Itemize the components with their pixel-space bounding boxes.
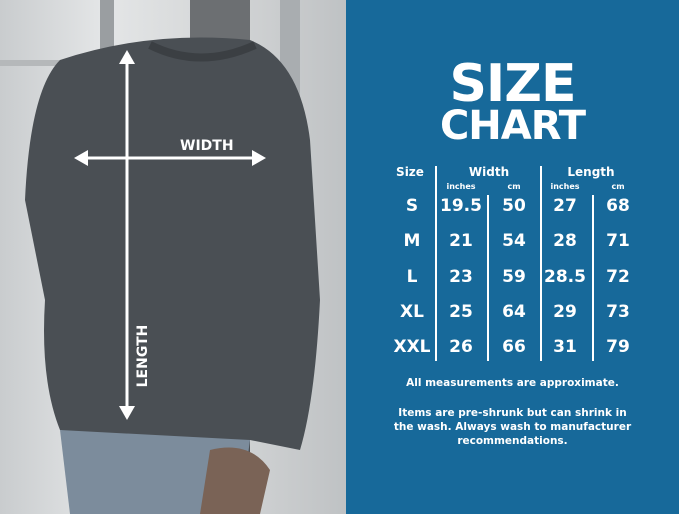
note-shrink-2: the wash. Always wash to manufacturer — [393, 421, 632, 433]
measure-cell: 23 — [449, 266, 473, 287]
width-header: Width — [468, 165, 510, 179]
size-cell: S — [405, 196, 419, 216]
length-label: LENGTH — [135, 324, 151, 388]
measure-cell: 72 — [606, 266, 630, 287]
sweatshirt-illustration — [0, 0, 320, 514]
model-photo: WIDTH LENGTH — [0, 0, 346, 514]
note-shrink-1: Items are pre-shrunk but can shrink in — [398, 407, 627, 419]
size-cell: L — [406, 266, 418, 287]
measure-cell: 19.5 — [440, 196, 482, 216]
note-shrink-3: recommendations. — [457, 435, 568, 447]
note-approximate: All measurements are approximate. — [406, 377, 619, 389]
measure-cell: 26 — [449, 337, 473, 358]
measure-cell: 21 — [449, 231, 473, 252]
size-cell: XXL — [393, 337, 431, 358]
measure-cell: 71 — [606, 231, 630, 252]
width-label: WIDTH — [180, 138, 234, 154]
title-size: SIZE — [449, 54, 576, 114]
size-cell: XL — [400, 301, 424, 322]
measure-cell: 68 — [606, 196, 630, 216]
size-header: Size — [396, 165, 424, 179]
measure-cell: 29 — [553, 301, 577, 322]
sub-header: inches — [446, 182, 476, 191]
sub-header: inches — [550, 182, 580, 191]
measure-cell: 50 — [502, 196, 526, 216]
title-chart: CHART — [439, 103, 586, 149]
measure-cell: 54 — [502, 231, 526, 252]
measure-arrows — [0, 0, 346, 514]
measure-cell: 79 — [606, 337, 630, 358]
measure-cell: 25 — [449, 301, 473, 322]
sub-header: cm — [611, 182, 625, 191]
measure-cell: 28 — [553, 231, 577, 252]
length-header: Length — [567, 165, 615, 179]
measure-cell: 28.5 — [544, 266, 586, 287]
measure-cell: 27 — [553, 196, 577, 216]
measure-cell: 59 — [502, 266, 526, 287]
measure-cell: 73 — [606, 301, 630, 322]
measure-cell: 31 — [553, 337, 577, 358]
size-chart-panel: SIZE CHART Size Width Length inches cm i… — [346, 0, 679, 514]
sub-header: cm — [507, 182, 521, 191]
measure-cell: 64 — [502, 301, 526, 322]
size-cell: M — [403, 231, 421, 252]
measure-cell: 66 — [502, 337, 526, 358]
